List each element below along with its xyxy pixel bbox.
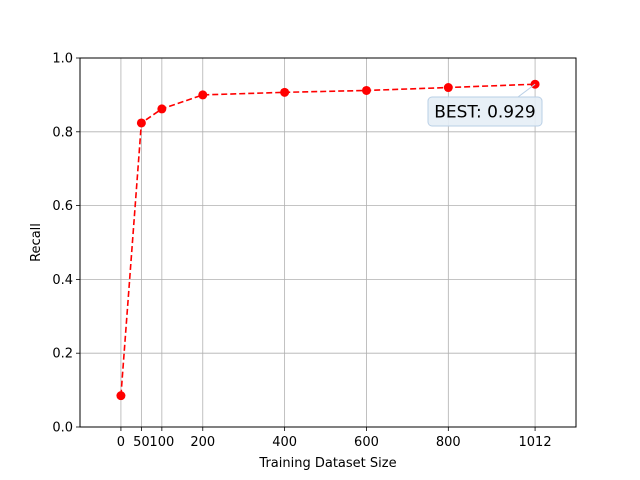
y-tick-label: 0.6: [52, 199, 73, 214]
data-point: [443, 83, 453, 93]
y-tick-label: 0.8: [52, 125, 73, 140]
data-point: [280, 87, 290, 97]
y-tick-label: 1.0: [52, 52, 73, 67]
x-tick-label: 50: [133, 435, 150, 450]
plot-frame: [79, 57, 577, 428]
annotation-arrow: [517, 83, 536, 98]
y-tick-label: 0.4: [52, 273, 73, 288]
data-point: [136, 118, 146, 128]
x-axis-label: Training Dataset Size: [258, 456, 396, 471]
annotation-box: [427, 96, 543, 127]
x-tick-label: 1012: [519, 435, 552, 450]
data-point: [157, 104, 167, 114]
annotation-layer: BEST: 0.929: [427, 83, 543, 127]
y-axis-ticks: 0.0 0.2 0.4 0.6 0.8 1.0: [52, 52, 80, 436]
x-tick-label: 400: [272, 435, 297, 450]
y-axis-label: Recall: [29, 223, 44, 262]
data-point: [116, 391, 126, 401]
data-point: [198, 90, 208, 100]
y-tick-label: 0.2: [52, 347, 73, 362]
x-tick-label: 600: [354, 435, 379, 450]
x-tick-label: 0: [117, 435, 125, 450]
data-point: [361, 85, 371, 95]
x-tick-label: 100: [149, 435, 174, 450]
series-line: [120, 83, 536, 396]
y-tick-label: 0.0: [52, 421, 73, 436]
x-axis-ticks: 0 50 100 200 400 600 800 1012: [117, 427, 552, 450]
annotation-text: BEST: 0.929: [434, 103, 536, 123]
x-tick-label: 800: [436, 435, 461, 450]
x-tick-label: 200: [190, 435, 215, 450]
